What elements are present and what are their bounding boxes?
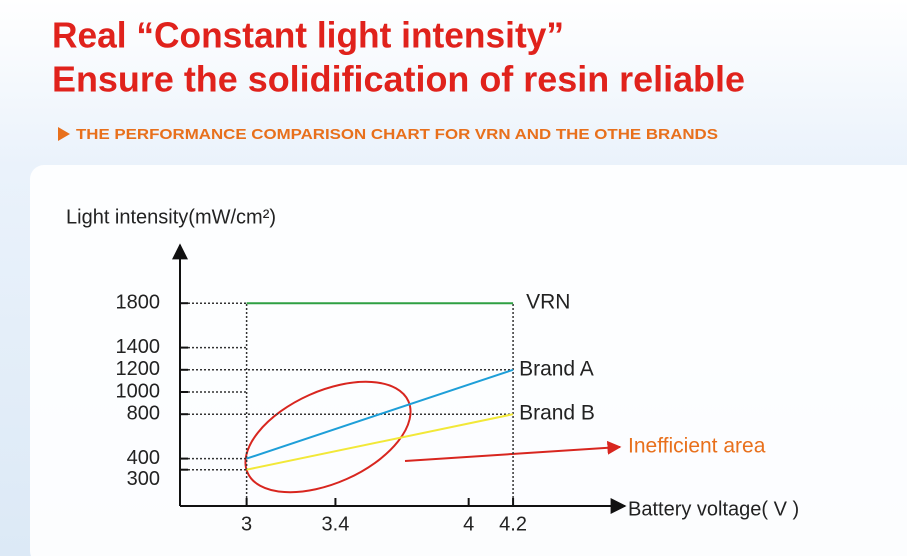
series-label: Brand B [519,402,595,425]
y-axis-label: Light intensity(mW/cm²) [66,206,276,228]
x-tick-label: 3 [241,513,252,535]
annotation: Inefficient area [628,435,766,458]
x-tick-label: 4 [463,513,474,535]
y-tick-label: 1800 [116,291,161,313]
x-axis-label: Battery voltage( V ) [628,498,799,520]
y-tick-label: 1400 [116,336,161,358]
y-tick-label: 1000 [116,380,161,402]
inefficient-area-ellipse [244,380,412,494]
y-tick-label: 300 [127,468,160,490]
x-tick-label: 3.4 [322,513,350,535]
series-label: Brand A [519,357,594,380]
y-tick-label: 1200 [116,358,161,380]
series-label: VRN [526,291,570,314]
headline: Ensure the solidification of resin relia… [52,59,745,100]
series-line [246,368,514,460]
bullet-icon [58,127,70,141]
chart-subtitle: THE PERFORMANCE COMPARISON CHART FOR VRN… [76,126,718,143]
y-tick-label: 800 [127,402,160,424]
headline: Real “Constant light intensity” [52,15,564,56]
series-line [246,413,514,471]
x-tick-label: 4.2 [499,513,527,535]
y-tick-label: 400 [127,447,160,469]
